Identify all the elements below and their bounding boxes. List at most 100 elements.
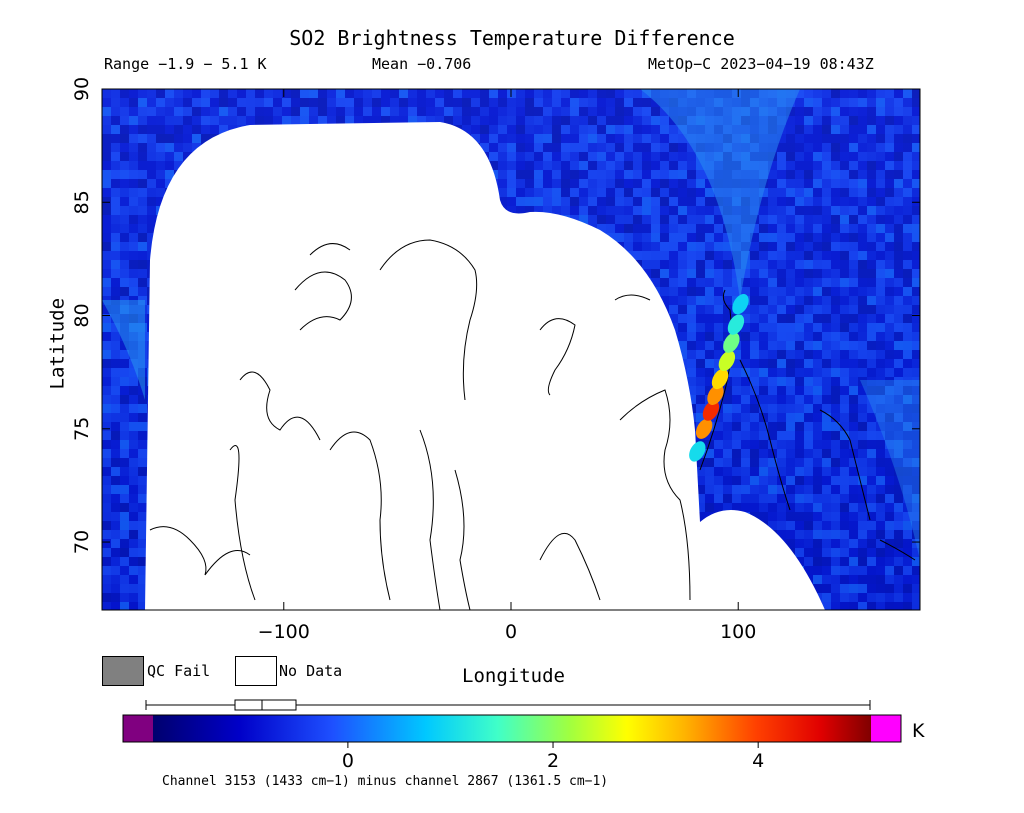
field-cell (822, 395, 831, 404)
field-cell (741, 494, 750, 503)
field-cell (111, 485, 120, 494)
field-cell (831, 260, 840, 269)
field-cell (876, 395, 885, 404)
field-cell (489, 107, 498, 116)
field-cell (777, 359, 786, 368)
field-cell (858, 359, 867, 368)
field-cell (723, 287, 732, 296)
field-cell (849, 377, 858, 386)
field-cell (768, 188, 777, 197)
field-cell (678, 260, 687, 269)
field-cell (786, 377, 795, 386)
field-cell (669, 143, 678, 152)
field-cell (903, 350, 912, 359)
field-cell (840, 206, 849, 215)
field-cell (174, 143, 183, 152)
field-cell (102, 278, 111, 287)
field-cell (120, 548, 129, 557)
field-cell (876, 179, 885, 188)
field-cell (336, 116, 345, 125)
field-cell (714, 296, 723, 305)
field-cell (714, 422, 723, 431)
field-cell (786, 188, 795, 197)
field-cell (669, 152, 678, 161)
field-cell (723, 467, 732, 476)
field-cell (597, 170, 606, 179)
field-cell (840, 107, 849, 116)
field-cell (912, 260, 920, 269)
field-cell (381, 98, 390, 107)
field-cell (687, 368, 696, 377)
field-cell (120, 152, 129, 161)
field-cell (687, 341, 696, 350)
field-cell (840, 143, 849, 152)
field-cell (903, 269, 912, 278)
field-cell (633, 233, 642, 242)
field-cell (858, 197, 867, 206)
field-cell (156, 125, 165, 134)
field-cell (138, 575, 147, 584)
field-cell (768, 368, 777, 377)
field-cell (732, 368, 741, 377)
field-cell (111, 269, 120, 278)
field-cell (408, 89, 417, 98)
field-cell (786, 503, 795, 512)
field-cell (867, 494, 876, 503)
field-cell (741, 449, 750, 458)
field-cell (696, 368, 705, 377)
field-cell (849, 341, 858, 350)
field-cell (849, 494, 858, 503)
field-cell (876, 89, 885, 98)
field-cell (912, 278, 920, 287)
field-cell (111, 494, 120, 503)
field-cell (903, 197, 912, 206)
field-cell (678, 278, 687, 287)
field-cell (912, 341, 920, 350)
field-cell (210, 89, 219, 98)
field-cell (804, 260, 813, 269)
field-cell (138, 278, 147, 287)
field-cell (831, 134, 840, 143)
field-cell (759, 215, 768, 224)
field-cell (138, 197, 147, 206)
field-cell (705, 233, 714, 242)
field-cell (903, 206, 912, 215)
field-cell (804, 323, 813, 332)
field-cell (750, 476, 759, 485)
field-cell (849, 260, 858, 269)
field-cell (165, 125, 174, 134)
field-cell (714, 485, 723, 494)
field-cell (345, 107, 354, 116)
field-cell (813, 197, 822, 206)
field-cell (291, 116, 300, 125)
field-cell (867, 296, 876, 305)
field-cell (876, 512, 885, 521)
field-cell (741, 323, 750, 332)
field-cell (849, 305, 858, 314)
field-cell (588, 116, 597, 125)
field-cell (804, 305, 813, 314)
field-cell (138, 260, 147, 269)
field-cell (813, 512, 822, 521)
field-cell (174, 98, 183, 107)
field-cell (219, 125, 228, 134)
field-cell (813, 395, 822, 404)
field-cell (795, 260, 804, 269)
field-cell (759, 458, 768, 467)
field-cell (372, 116, 381, 125)
field-cell (831, 323, 840, 332)
field-cell (633, 215, 642, 224)
field-cell (588, 152, 597, 161)
field-cell (525, 107, 534, 116)
field-cell (111, 359, 120, 368)
field-cell (588, 170, 597, 179)
field-cell (552, 152, 561, 161)
field-cell (732, 503, 741, 512)
field-cell (840, 377, 849, 386)
field-cell (111, 179, 120, 188)
field-cell (669, 179, 678, 188)
field-cell (687, 197, 696, 206)
field-cell (723, 413, 732, 422)
field-cell (642, 107, 651, 116)
field-cell (813, 458, 822, 467)
